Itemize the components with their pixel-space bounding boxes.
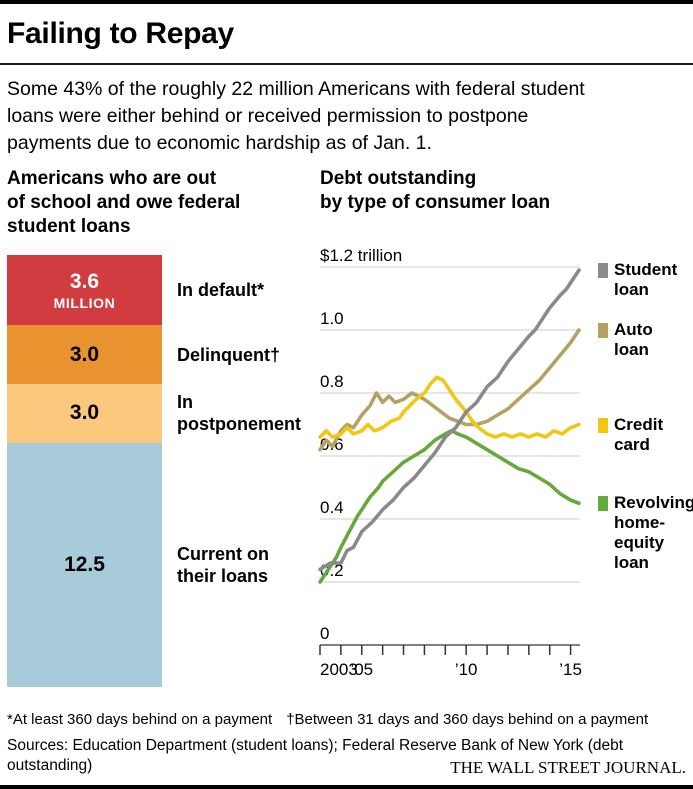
bar-segment-label: In default*	[177, 280, 265, 301]
y-tick-label: 0	[320, 624, 329, 643]
line-chart-heading: Debt outstanding by type of consumer loa…	[320, 168, 551, 213]
bar-segment-value: 3.6	[69, 269, 100, 293]
bar-segment: 3.6 MILLION	[7, 255, 162, 326]
chart-legend: Student loan Auto loan Credit card Revolvin…	[598, 229, 693, 689]
legend-marker	[598, 263, 608, 279]
x-tick-label: 2003	[320, 660, 358, 679]
line-chart-svg: $1.2 trillion1.00.80.60.40.202003’05’10’…	[318, 246, 582, 679]
bar-segment-value: 3.0	[69, 401, 100, 425]
legend-item: Student loan	[598, 260, 677, 300]
bar-row: 3.0 Delinquent†	[7, 325, 313, 384]
bar-segment-value: 12.5	[64, 552, 105, 576]
bar-segment: 3.0	[7, 384, 162, 443]
legend-marker	[598, 496, 608, 512]
bottom-border	[0, 785, 693, 789]
source-row: Sources: Education Department (student l…	[7, 736, 686, 776]
legend-item: Revolving home- equity loan	[598, 493, 693, 573]
title-divider	[0, 63, 693, 65]
legend-label: Credit card	[614, 414, 664, 454]
line-chart-panel: Debt outstanding by type of consumer loa…	[318, 167, 693, 689]
bar-segment: 12.5	[7, 442, 162, 687]
bar-segment-unit: MILLION	[53, 294, 116, 311]
bar-chart-heading: Americans who are out of school and owe …	[7, 168, 241, 237]
legend-marker	[598, 417, 608, 433]
bar-row: 3.6 MILLION In default*	[7, 255, 313, 326]
legend-label: Student loan	[614, 260, 678, 300]
y-tick-label: 0.8	[320, 372, 344, 391]
series-line-student-loan	[318, 268, 581, 572]
bar-segment-label: Current on their loans	[177, 543, 269, 586]
legend-marker	[598, 323, 608, 338]
bar-segment-label: Delinquent†	[177, 344, 281, 365]
sources: Sources: Education Department (student l…	[7, 737, 624, 774]
bar-chart-panel: Americans who are out of school and owe …	[7, 167, 313, 689]
legend-item: Credit card	[598, 415, 663, 455]
legend-item: Auto loan	[598, 320, 653, 360]
bar-row: 3.0 In postponement	[7, 384, 313, 443]
footnotes: *At least 360 days behind on a payment †B…	[7, 711, 686, 728]
bar-segment: 3.0	[7, 325, 162, 384]
footnote-default: *At least 360 days behind on a payment	[7, 711, 273, 728]
series-line-credit-card	[318, 375, 581, 439]
y-tick-label: 1.0	[320, 309, 344, 328]
subtitle: Some 43% of the roughly 22 million Ameri…	[7, 78, 585, 154]
bar-segment-label: In postponement	[177, 392, 301, 435]
legend-label: Revolving home- equity loan	[614, 493, 693, 573]
y-tick-label: 0.4	[320, 498, 344, 517]
charts-row: Americans who are out of school and owe …	[7, 167, 693, 689]
series-line-auto-loan	[318, 328, 581, 452]
bar-segment-value: 3.0	[69, 342, 100, 366]
line-chart-area: $1.2 trillion 1.0 0.8 0.6 0.4 0.2 0 2003’05’10’…	[318, 229, 693, 689]
bar-row: 12.5 Current on their loans	[7, 442, 313, 687]
legend-label: Auto loan	[614, 320, 653, 359]
y-tick-label: $1.2 trillion	[320, 246, 402, 265]
series-line-revolving-home-equity-loan	[318, 429, 581, 584]
footnote-delinquent: †Between 31 days and 360 days behind on …	[286, 711, 649, 728]
x-tick-label: ’10	[455, 660, 478, 679]
x-tick-label: ’15	[559, 660, 582, 679]
page-title: Failing to Repay	[7, 17, 234, 50]
stacked-bar-chart: 3.6 MILLION In default* 3.0 Delinquent† 3.0 In…	[7, 255, 313, 687]
x-tick-label: ’05	[350, 660, 373, 679]
top-border	[0, 0, 693, 4]
wsj-logo: THE WALL STREET JOURNAL.	[450, 758, 686, 777]
